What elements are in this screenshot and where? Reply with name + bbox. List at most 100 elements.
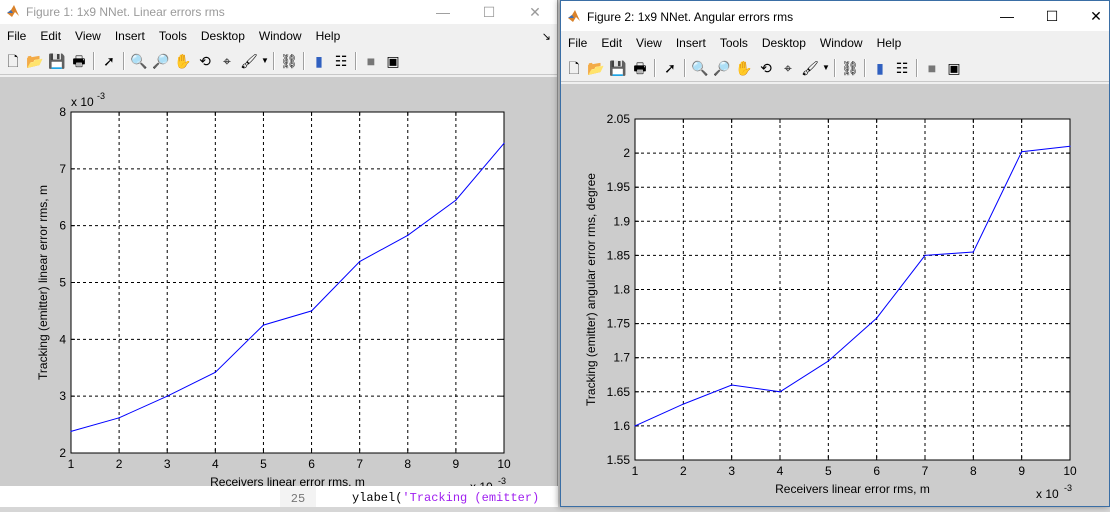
y-axis-label: Tracking (emitter) linear error rms, m: [36, 185, 50, 380]
hide-plot-tools-icon[interactable]: ■: [366, 53, 376, 69]
x-tick-label: 4: [777, 464, 784, 478]
x-tick-label: 10: [1063, 464, 1077, 478]
y-exponent-power: -3: [97, 91, 105, 101]
menu-file[interactable]: File: [568, 36, 588, 50]
y-tick-label: 1.85: [607, 248, 631, 262]
figure-2-plot: 1 2 3 4 5 6 7 8 9 10 1.55 1.6 1.65 1.7 1.75 1.8 1.85 1.9 1…: [584, 112, 1077, 501]
figure-2-titlebar[interactable]: Figure 2: 1x9 NNet. Angular errors rms —…: [561, 1, 1109, 31]
menu-help[interactable]: Help: [315, 29, 341, 43]
colorbar-icon[interactable]: ▮: [315, 53, 323, 69]
x-tick-label: 9: [1018, 464, 1025, 478]
menu-insert[interactable]: Insert: [114, 29, 145, 43]
figure-2-window[interactable]: Figure 2: 1x9 NNet. Angular errors rms —…: [560, 0, 1110, 507]
menu-edit[interactable]: Edit: [601, 36, 623, 50]
close-button[interactable]: ✕: [529, 3, 541, 20]
y-tick-label: 2.05: [607, 112, 631, 126]
figure-2-title: Figure 2: 1x9 NNet. Angular errors rms: [587, 10, 794, 24]
data-point: [1069, 145, 1071, 147]
y-tick-label: 1.95: [607, 180, 631, 194]
menu-desktop[interactable]: Desktop: [761, 36, 806, 50]
save-icon[interactable]: 💾: [48, 53, 66, 69]
x-exponent-power: -3: [1064, 483, 1072, 493]
menu-edit[interactable]: Edit: [40, 29, 62, 43]
menu-window[interactable]: Window: [819, 36, 863, 50]
print-icon[interactable]: 🖶: [633, 60, 647, 76]
new-figure-icon[interactable]: 🗋: [7, 53, 19, 69]
show-plot-tools-icon[interactable]: ▣: [386, 53, 400, 69]
y-tick-label: 1.9: [613, 214, 630, 228]
x-tick-label: 3: [164, 457, 171, 471]
menu-file[interactable]: File: [7, 29, 27, 43]
open-file-icon[interactable]: 📂: [26, 53, 44, 69]
zoom-in-icon[interactable]: 🔍: [691, 60, 709, 76]
menu-insert[interactable]: Insert: [675, 36, 706, 50]
menu-help[interactable]: Help: [876, 36, 902, 50]
brush-icon[interactable]: 🖌: [240, 53, 258, 69]
figure-1-window[interactable]: Figure 1: 1x9 NNet. Linear errors rms — …: [0, 0, 558, 507]
edit-plot-arrow-icon[interactable]: ➚: [664, 60, 676, 76]
minimize-button[interactable]: —: [436, 4, 450, 20]
data-point: [214, 371, 216, 373]
brush-dropdown-icon[interactable]: ▼: [822, 63, 830, 72]
y-tick-label: 3: [59, 389, 66, 403]
toolbar-separator: [303, 52, 305, 70]
dock-arrow-icon[interactable]: ↘: [541, 30, 551, 43]
x-tick-label: 7: [356, 457, 363, 471]
rotate-3d-icon[interactable]: ⟲: [199, 53, 211, 69]
matlab-logo-icon: [7, 5, 19, 17]
data-series-line: [70, 142, 505, 432]
figure-1-titlebar[interactable]: Figure 1: 1x9 NNet. Linear errors rms — …: [0, 0, 557, 24]
figure-1-canvas: 1 2 3 4 5 6 7 8 9 10 2 3 4 5 6 7 8 Receivers linear error…: [0, 77, 557, 507]
hide-plot-tools-icon[interactable]: ■: [927, 60, 937, 76]
menu-view[interactable]: View: [75, 29, 101, 43]
data-cursor-icon[interactable]: ⌖: [784, 60, 792, 76]
pan-hand-icon[interactable]: ✋: [735, 60, 753, 76]
link-plot-icon[interactable]: ⛓: [841, 60, 859, 76]
y-tick-label: 1.6: [613, 419, 630, 433]
y-tick-label: 8: [59, 105, 66, 119]
new-figure-icon[interactable]: 🗋: [568, 60, 580, 76]
menu-tools[interactable]: Tools: [158, 29, 187, 43]
menu-tools[interactable]: Tools: [719, 36, 748, 50]
print-icon[interactable]: 🖶: [72, 53, 86, 69]
data-point: [310, 310, 313, 312]
data-point: [876, 317, 878, 319]
data-point: [455, 199, 457, 201]
legend-icon[interactable]: ☷: [895, 60, 909, 76]
x-axis-label: Receivers linear error rms, m: [775, 482, 930, 496]
x-tick-label: 2: [116, 457, 123, 471]
zoom-out-icon[interactable]: 🔎: [713, 60, 731, 76]
x-tick-label: 10: [497, 457, 511, 471]
minimize-button[interactable]: —: [1000, 8, 1014, 24]
menu-desktop[interactable]: Desktop: [200, 29, 245, 43]
x-tick-label: 8: [970, 464, 977, 478]
edit-plot-arrow-icon[interactable]: ➚: [103, 53, 115, 69]
zoom-out-icon[interactable]: 🔎: [152, 53, 170, 69]
save-icon[interactable]: 💾: [609, 60, 627, 76]
maximize-button[interactable]: ☐: [482, 3, 496, 20]
data-point: [779, 391, 781, 393]
pan-hand-icon[interactable]: ✋: [174, 53, 192, 69]
legend-icon[interactable]: ☷: [334, 53, 348, 69]
close-button[interactable]: ✕: [1090, 7, 1102, 24]
x-tick-label: 6: [873, 464, 880, 478]
data-cursor-icon[interactable]: ⌖: [223, 53, 231, 69]
brush-icon[interactable]: 🖌: [801, 60, 819, 76]
x-tick-label: 4: [212, 457, 219, 471]
link-plot-icon[interactable]: ⛓: [280, 53, 298, 69]
maximize-button[interactable]: ☐: [1045, 7, 1059, 24]
rotate-3d-icon[interactable]: ⟲: [760, 60, 772, 76]
y-tick-label: 4: [59, 332, 66, 346]
y-axis-label: Tracking (emitter) angular error rms, de…: [584, 173, 598, 406]
editor-code-string: 'Tracking (emitter): [402, 491, 540, 505]
open-file-icon[interactable]: 📂: [587, 60, 605, 76]
menu-window[interactable]: Window: [258, 29, 302, 43]
menu-view[interactable]: View: [636, 36, 662, 50]
zoom-in-icon[interactable]: 🔍: [130, 53, 148, 69]
toolbar-separator: [273, 52, 275, 70]
figure-2-toolbar: 🗋 📂 💾 🖶 ➚ 🔍 🔎 ✋ ⟲ ⌖ 🖌 ▼ ⛓ ▮ ☷ ■ ▣: [561, 55, 1109, 82]
show-plot-tools-icon[interactable]: ▣: [947, 60, 961, 76]
colorbar-icon[interactable]: ▮: [876, 60, 884, 76]
brush-dropdown-icon[interactable]: ▼: [261, 56, 269, 65]
